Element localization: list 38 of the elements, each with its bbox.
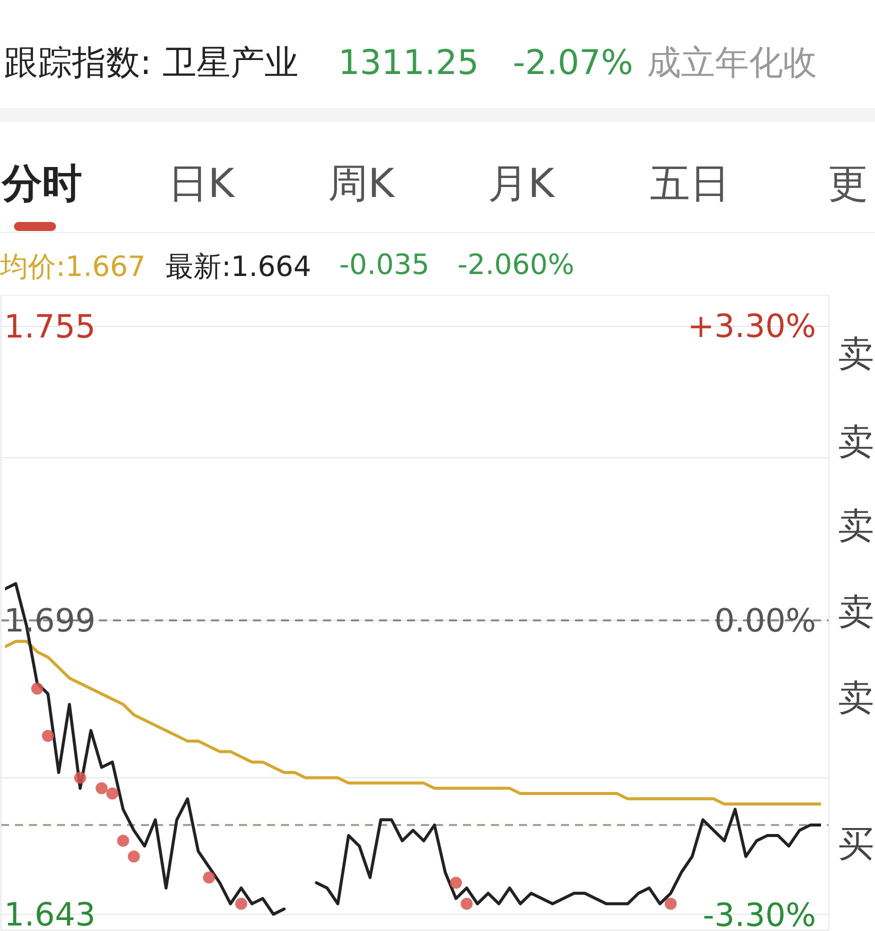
text: 五日: [650, 160, 730, 209]
text: -2.060%: [457, 248, 574, 283]
text: -2.07%: [512, 43, 634, 83]
point: [31, 682, 44, 695]
point: [42, 730, 54, 742]
text: 卖: [838, 591, 874, 635]
text: 1311.25: [338, 43, 479, 83]
text: 周K: [328, 160, 394, 209]
text: 更: [828, 160, 868, 209]
point: [117, 834, 130, 847]
text: 均价:1.667: [0, 249, 146, 285]
text: 最新:1.664: [166, 249, 312, 285]
text: 月K: [488, 160, 554, 209]
text: 买: [838, 823, 874, 867]
text: 分时: [2, 160, 82, 209]
point: [96, 782, 108, 794]
point: [664, 898, 677, 910]
point: [235, 898, 248, 910]
point: [128, 850, 140, 863]
text: 卖: [838, 333, 874, 377]
y-tick-label: 1.755: [4, 307, 96, 346]
point: [203, 872, 215, 884]
y2-tick-label: +3.30%: [688, 307, 816, 346]
line-series: [5, 640, 821, 806]
point: [450, 876, 462, 889]
text: 卖: [838, 677, 874, 721]
point: [106, 788, 118, 800]
y-tick-label: 1.643: [4, 895, 96, 931]
point: [74, 772, 86, 784]
text: 卖: [838, 421, 874, 465]
y2-tick-label: 0.00%: [714, 602, 816, 640]
point: [460, 898, 473, 910]
chart-title: 跟踪指数: 卫星产业: [4, 42, 298, 85]
text: -0.035: [339, 248, 430, 283]
text: 日K: [168, 160, 234, 209]
y2-tick-label: -3.30%: [702, 896, 816, 931]
text: 卖: [838, 505, 874, 549]
text: 成立年化收: [647, 42, 818, 85]
